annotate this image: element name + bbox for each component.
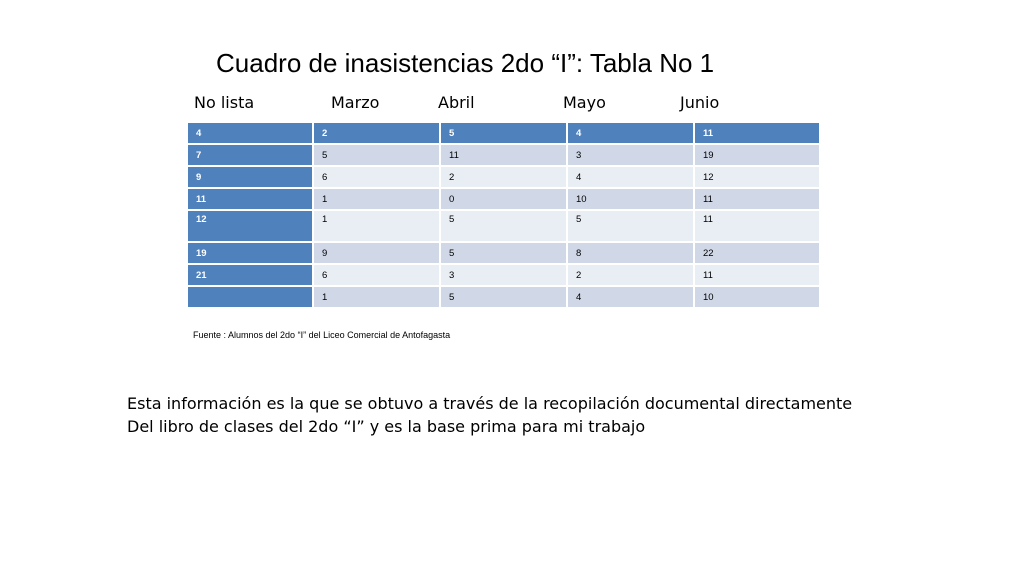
table-cell: 2 (566, 263, 695, 287)
column-header-mayo: Mayo (563, 93, 606, 112)
table-row: 7 5 11 3 19 (186, 143, 821, 167)
table-cell: 8 (566, 241, 695, 265)
table-cell: 4 (566, 285, 695, 309)
table-row: 11 1 0 10 11 (186, 187, 821, 211)
table-cell: 4 (566, 165, 695, 189)
body-text-line-1: Esta información es la que se obtuvo a t… (127, 394, 853, 413)
column-header-junio: Junio (680, 93, 720, 112)
table-row: 9 6 2 4 12 (186, 165, 821, 189)
table-cell: 6 (312, 263, 441, 287)
table-cell: 11 (693, 209, 821, 243)
table-cell: 9 (312, 241, 441, 265)
table-cell: 4 (186, 121, 314, 145)
slide-title: Cuadro de inasistencias 2do “I”: Tabla N… (216, 48, 715, 78)
table-cell: 0 (439, 187, 568, 211)
table-cell: 19 (186, 241, 314, 265)
table-cell: 7 (186, 143, 314, 167)
table-cell: 11 (693, 121, 821, 145)
table-row: 4 2 5 4 11 (186, 121, 821, 145)
column-header-no-lista: No lista (194, 93, 255, 112)
table-row: 21 6 3 2 11 (186, 263, 821, 287)
table-cell: 21 (186, 263, 314, 287)
source-note: Fuente : Alumnos del 2do “I” del Liceo C… (193, 330, 451, 340)
table-cell: 5 (439, 285, 568, 309)
table-cell: 10 (566, 187, 695, 211)
table-cell: 5 (439, 209, 568, 243)
table-cell: 5 (312, 143, 441, 167)
table-cell: 3 (439, 263, 568, 287)
body-text-line-2: Del libro de clases del 2do “I” y es la … (127, 417, 646, 436)
table-row: 12 1 5 5 11 (186, 209, 821, 243)
table-cell: 1 (312, 209, 441, 243)
table-cell: 10 (693, 285, 821, 309)
table-cell: 19 (693, 143, 821, 167)
table-row: 1 5 4 10 (186, 285, 821, 309)
table-cell: 9 (186, 165, 314, 189)
absence-table: 4 2 5 4 11 7 5 11 3 19 9 6 2 4 12 (186, 121, 821, 309)
table-cell (186, 285, 314, 309)
table-cell: 5 (439, 121, 568, 145)
table-cell: 6 (312, 165, 441, 189)
column-header-abril: Abril (438, 93, 475, 112)
table-cell: 4 (566, 121, 695, 145)
table-cell: 2 (439, 165, 568, 189)
table-cell: 12 (186, 209, 314, 243)
table-cell: 22 (693, 241, 821, 265)
table-cell: 12 (693, 165, 821, 189)
table-cell: 11 (693, 187, 821, 211)
table-cell: 5 (439, 241, 568, 265)
table-row: 19 9 5 8 22 (186, 241, 821, 265)
table-cell: 2 (312, 121, 441, 145)
table-cell: 11 (693, 263, 821, 287)
table-cell: 1 (312, 187, 441, 211)
table-cell: 1 (312, 285, 441, 309)
table-cell: 11 (439, 143, 568, 167)
table-cell: 3 (566, 143, 695, 167)
table-cell: 5 (566, 209, 695, 243)
column-header-marzo: Marzo (331, 93, 380, 112)
table-cell: 11 (186, 187, 314, 211)
